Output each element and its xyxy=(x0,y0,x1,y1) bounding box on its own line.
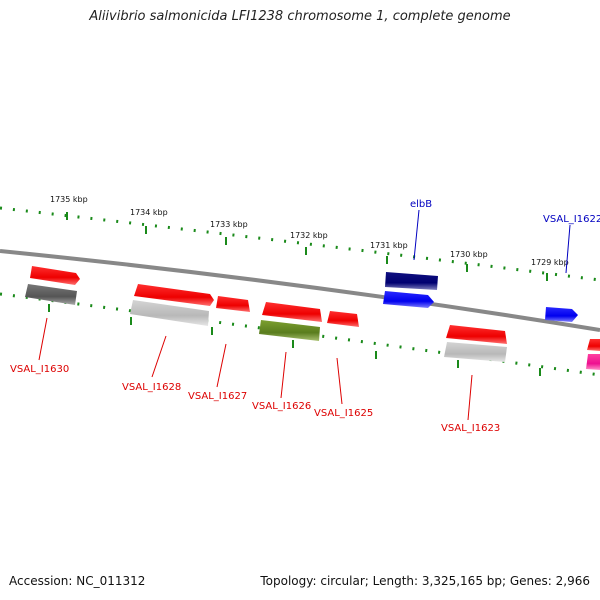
cds-light-gray xyxy=(130,300,209,326)
chromosome-backbone xyxy=(0,249,600,332)
tick-label: 1730 kbp xyxy=(450,250,488,259)
cds-forward-red xyxy=(134,284,214,306)
gene-label-vsal-i1623: VSAL_I1623 xyxy=(441,423,500,434)
outer-major-ticks xyxy=(66,212,548,281)
tick-label: 1733 kbp xyxy=(210,220,248,229)
map-title: Aliivibrio salmonicida LFI1238 chromosom… xyxy=(89,9,511,24)
cds-forward-red xyxy=(30,266,80,285)
leader-line-vsal-i1630 xyxy=(38,317,48,361)
cds-forward-red xyxy=(262,302,322,322)
cds-forward-navy xyxy=(385,272,438,290)
gene-label-vsal-i1630: VSAL_I1630 xyxy=(10,364,69,375)
leader-line-vsal-i1628 xyxy=(151,335,167,378)
tick-label: 1729 kbp xyxy=(531,258,569,267)
gene-label-elbB: elbB xyxy=(410,199,432,210)
tick-label: 1734 kbp xyxy=(130,208,168,217)
inner-tick-ring xyxy=(0,292,600,377)
cds-dark-gray xyxy=(25,284,77,305)
gene-label-vsal-i1627: VSAL_I1627 xyxy=(188,391,247,402)
cds-forward-blue xyxy=(383,291,434,308)
cds-forward-red xyxy=(446,325,507,344)
accession-label: Accession: NC_011312 xyxy=(9,574,146,588)
leader-line-vsal-i1626 xyxy=(280,351,287,399)
cds-forward-red xyxy=(587,339,600,351)
inner-major-ticks xyxy=(48,304,541,376)
cds-forward-red xyxy=(216,296,250,312)
tick-label: 1731 kbp xyxy=(370,241,408,250)
gene-label-vsal-i1625: VSAL_I1625 xyxy=(314,408,373,419)
leader-line-elbB xyxy=(413,209,420,261)
cds-olive xyxy=(259,320,320,341)
tick-label: 1732 kbp xyxy=(290,231,328,240)
leader-line-vsal-i1622 xyxy=(565,224,571,274)
tick-label: 1735 kbp xyxy=(50,195,88,204)
cds-light-gray xyxy=(444,342,507,362)
leader-line-vsal-i1627 xyxy=(216,343,227,388)
cds-magenta xyxy=(586,354,600,370)
gene-label-vsal-i1622: VSAL_I1622 xyxy=(543,214,600,225)
genome-stats-label: Topology: circular; Length: 3,325,165 bp… xyxy=(260,574,590,588)
gene-label-vsal-i1628: VSAL_I1628 xyxy=(122,382,181,393)
outer-tick-ring xyxy=(0,206,600,282)
gene-label-vsal-i1626: VSAL_I1626 xyxy=(252,401,311,412)
leader-line-vsal-i1625 xyxy=(336,357,343,405)
leader-line-vsal-i1623 xyxy=(467,374,473,421)
cds-forward-blue xyxy=(545,307,578,322)
cds-forward-red xyxy=(327,311,359,327)
